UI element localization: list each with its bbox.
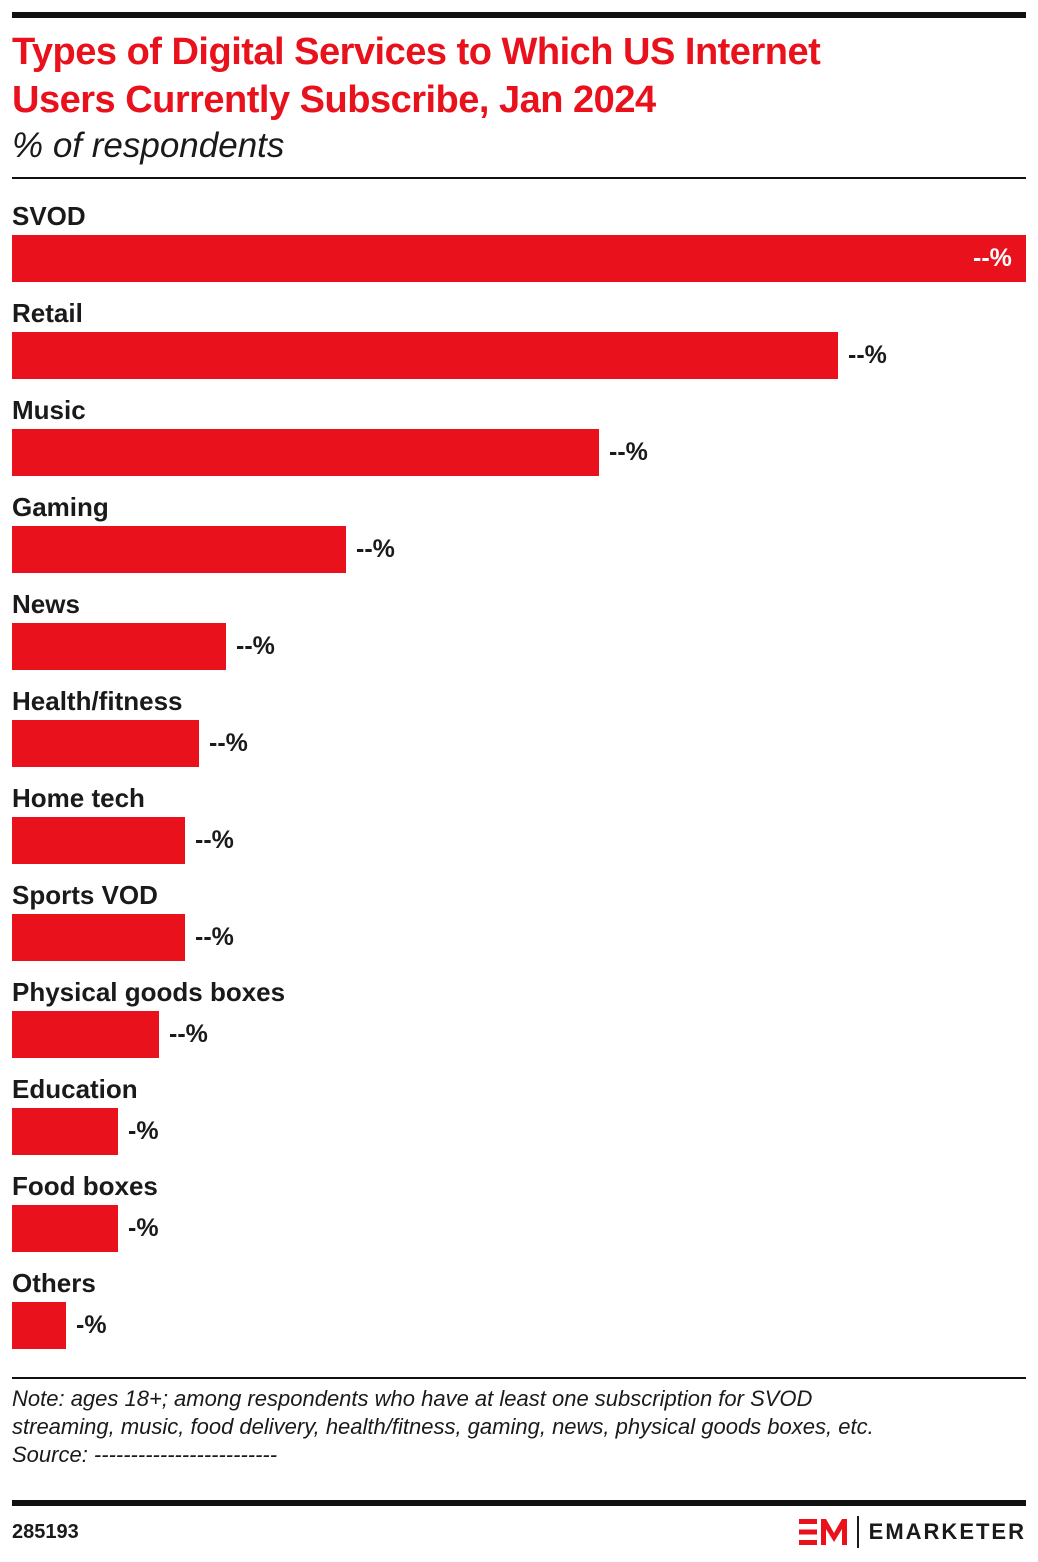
bar [12, 429, 599, 476]
note-rule [12, 1377, 1026, 1379]
category-label: Others [12, 1268, 96, 1298]
value-label: --% [169, 1020, 208, 1048]
title-line-1: Types of Digital Services to Which US In… [12, 31, 821, 73]
category-label: Food boxes [12, 1171, 158, 1201]
top-rule [12, 12, 1026, 18]
value-label: --% [848, 341, 887, 369]
source-line: Source: ------------------------- [12, 1442, 278, 1467]
value-label: --% [195, 826, 234, 854]
category-label: Home tech [12, 783, 145, 813]
emarketer-logo: EMARKETER [798, 1514, 1026, 1550]
value-label: --% [609, 438, 648, 466]
bar [12, 1302, 66, 1349]
bar [12, 526, 346, 573]
bar [12, 1108, 118, 1155]
note-line-2: streaming, music, food delivery, health/… [12, 1414, 874, 1439]
value-label: --% [236, 632, 275, 660]
category-label: Health/fitness [12, 686, 183, 716]
bar [12, 1205, 118, 1252]
category-label: Physical goods boxes [12, 977, 286, 1007]
bar [12, 914, 185, 961]
bar [12, 623, 226, 670]
value-label: -% [76, 1311, 107, 1339]
category-label: Music [12, 395, 86, 425]
chart-subtitle: % of respondents [12, 126, 285, 165]
bar [12, 720, 199, 767]
bar [12, 1011, 159, 1058]
value-label: -% [128, 1214, 159, 1242]
footer-rule [12, 1500, 1026, 1506]
bar [12, 235, 1026, 282]
value-label: --% [209, 729, 248, 757]
note-line-1: Note: ages 18+; among respondents who ha… [12, 1386, 813, 1411]
em-logo-icon [798, 1517, 847, 1547]
brand-name: EMARKETER [868, 1519, 1026, 1544]
chart-note: Note: ages 18+; among respondents who ha… [12, 1385, 1026, 1469]
category-label: Gaming [12, 492, 109, 522]
value-label: -% [128, 1117, 159, 1145]
chart-id: 285193 [12, 1521, 79, 1543]
chart-title: Types of Digital Services to Which US In… [12, 28, 1026, 124]
category-label: Sports VOD [12, 880, 158, 910]
title-line-2: Users Currently Subscribe, Jan 2024 [12, 79, 656, 121]
value-label: --% [195, 923, 234, 951]
value-label: --% [973, 244, 1012, 272]
category-label: News [12, 589, 80, 619]
category-label: SVOD [12, 201, 86, 231]
header-rule [12, 177, 1026, 179]
value-label: --% [356, 535, 395, 563]
category-label: Education [12, 1074, 138, 1104]
bar [12, 817, 185, 864]
category-label: Retail [12, 298, 83, 328]
bar [12, 332, 838, 379]
logo-divider [856, 1516, 859, 1548]
